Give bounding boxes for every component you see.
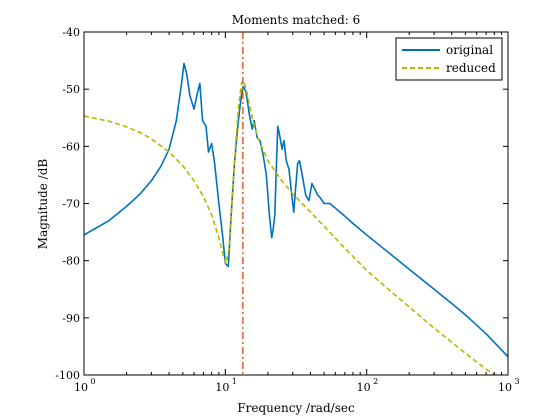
series-layer (84, 32, 508, 375)
legend-original-label: original (446, 43, 493, 57)
y-tick-label: -50 (62, 83, 80, 96)
x-tick-label-exponent: 0 (90, 377, 95, 386)
series-line-original (84, 62, 508, 358)
y-tick-label: -90 (62, 312, 80, 325)
x-tick-label-exponent: 1 (232, 377, 237, 386)
y-tick-label: -100 (55, 369, 80, 382)
x-tick-label: 10 (215, 381, 229, 394)
y-axis-title: Magnitude /dB (36, 159, 50, 250)
x-tick-label-exponent: 2 (373, 377, 378, 386)
legend-box (395, 37, 503, 81)
y-tick-label: -80 (62, 255, 80, 268)
plot-area (84, 32, 508, 375)
y-tick-label: -60 (62, 140, 80, 153)
series-line-reduced (84, 79, 497, 375)
x-tick-label-exponent: 3 (514, 377, 519, 386)
x-tick-label: 10 (357, 381, 371, 394)
legend: original reduced (395, 37, 503, 81)
chart-title: Moments matched: 6 (232, 13, 361, 27)
legend-reduced-label: reduced (446, 61, 496, 75)
x-tick-label: 10 (498, 381, 512, 394)
y-tick-label: -40 (62, 26, 80, 39)
x-tick-label: 10 (74, 381, 88, 394)
x-axis-title: Frequency /rad/sec (237, 401, 355, 415)
y-tick-label: -70 (62, 198, 80, 211)
